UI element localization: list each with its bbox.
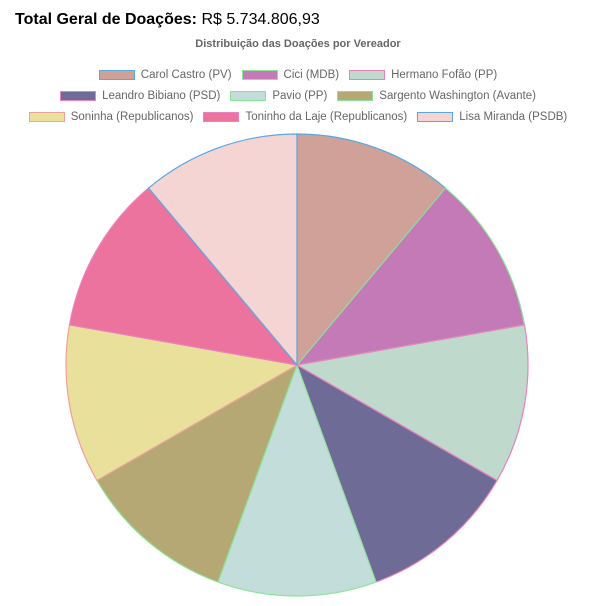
legend-label: Toninho da Laje (Republicanos)	[245, 110, 408, 123]
legend-swatch	[417, 111, 454, 122]
legend-swatch	[349, 69, 386, 80]
legend-item[interactable]: Lisa Miranda (PSDB)	[417, 111, 567, 123]
total-donations-label: Total Geral de Doações:	[15, 11, 197, 28]
pie-slice[interactable]	[296, 133, 447, 367]
legend-swatch	[98, 69, 135, 80]
legend-label: Hermano Fofão (PP)	[391, 68, 498, 81]
legend-row: Soninha (Republicanos) Toninho da Laje (R…	[0, 106, 596, 127]
total-donations-value: R$ 5.734.806,93	[201, 11, 320, 28]
pie-slice[interactable]	[65, 324, 299, 482]
legend-swatch	[337, 90, 374, 101]
legend-row: Leandro Bibiano (PSD) Pavio (PP) Sargento …	[0, 85, 596, 106]
pie-slice[interactable]	[147, 133, 298, 367]
pie-slice[interactable]	[295, 187, 526, 366]
legend-swatch	[241, 69, 278, 80]
legend-item[interactable]: Sargento Washington (Avante)	[337, 90, 536, 102]
legend-label: Pavio (PP)	[272, 89, 328, 102]
legend-item[interactable]: Leandro Bibiano (PSD)	[60, 90, 220, 102]
pie-slice[interactable]	[295, 363, 498, 583]
legend-label: Soninha (Republicanos)	[70, 110, 194, 123]
legend-item[interactable]: Carol Castro (PV)	[98, 68, 232, 81]
legend-swatch	[60, 90, 97, 101]
legend-item[interactable]: Pavio (PP)	[230, 90, 327, 102]
legend-swatch	[203, 111, 240, 122]
pie-slice[interactable]	[96, 363, 299, 583]
legend-label: Carol Castro (PV)	[140, 68, 232, 81]
legend-item[interactable]: Soninha (Republicanos)	[28, 110, 194, 123]
chart-legend: Carol Castro (PV) Cici (MDB) Hermano Fofão…	[0, 64, 596, 127]
total-donations: Total Geral de Doações: R$ 5.734.806,93	[15, 11, 320, 29]
legend-item[interactable]: Toninho da Laje (Republicanos)	[203, 111, 407, 123]
legend-swatch	[230, 90, 267, 101]
pie-slice[interactable]	[68, 187, 299, 366]
legend-label: Lisa Miranda (PSDB)	[459, 110, 568, 123]
legend-item[interactable]: Hermano Fofão (PP)	[349, 69, 497, 81]
legend-label: Cici (MDB)	[283, 68, 340, 81]
legend-label: Sargento Washington (Avante)	[379, 89, 536, 102]
pie-slice[interactable]	[295, 324, 529, 482]
legend-item[interactable]: Cici (MDB)	[241, 68, 340, 81]
pie-slice[interactable]	[217, 363, 377, 597]
legend-label: Leandro Bibiano (PSD)	[102, 89, 221, 102]
legend-row: Carol Castro (PV) Cici (MDB) Hermano Fofão…	[0, 64, 596, 85]
legend-swatch	[28, 111, 65, 122]
chart-title: Distribuição das Doações por Vereador	[195, 38, 401, 50]
